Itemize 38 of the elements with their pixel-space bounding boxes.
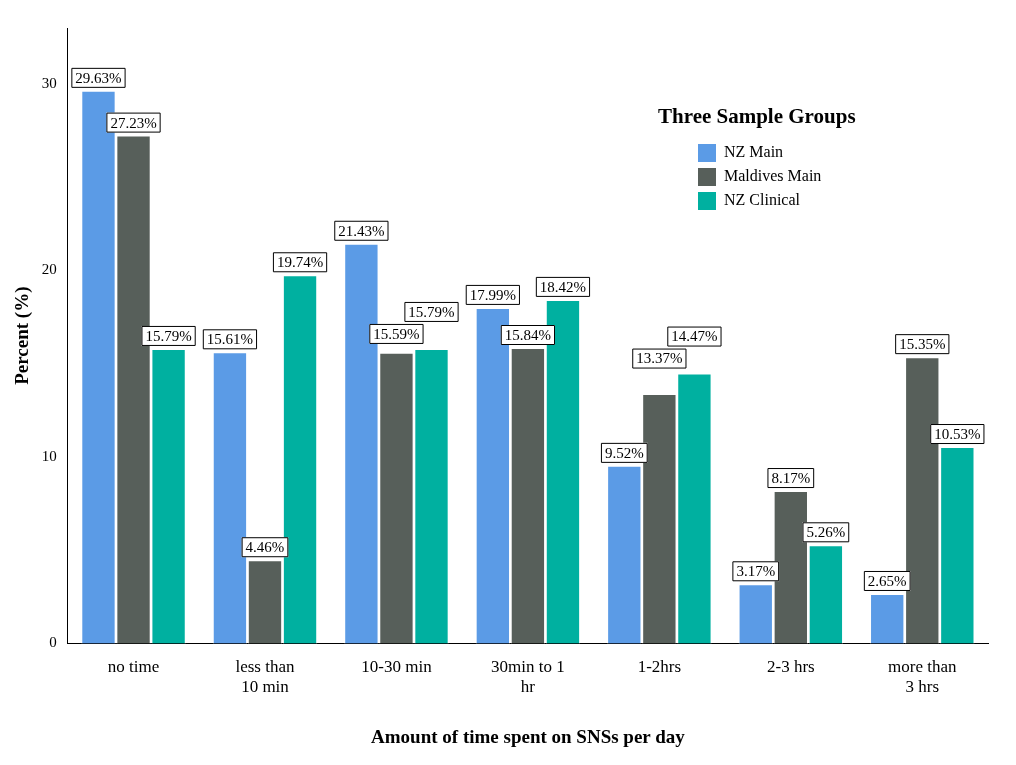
data-label: 15.84% [504,326,552,343]
legend-label: NZ Clinical [724,191,801,209]
data-label: 13.37% [636,350,683,367]
data-label: 29.63% [75,69,122,86]
data-label: 15.79% [145,327,192,344]
data-label: 21.43% [338,222,385,239]
data-label: 17.99% [469,286,516,303]
data-label: 2.65% [867,572,907,589]
y-tick-label: 30 [41,74,57,91]
x-tick-label: 1-2hrs [637,657,682,677]
legend-label: NZ Main [724,143,784,161]
legend-title: Three Sample Groups [658,104,856,129]
x-tick-label: 2-3 hrs [766,657,815,677]
data-label: 3.17% [736,563,776,580]
data-label: 10.53% [934,425,981,442]
y-tick-label: 20 [41,261,57,278]
data-label: 8.17% [771,469,811,486]
data-label: 15.61% [206,331,254,348]
data-label: 9.52% [604,444,644,461]
legend-label: Maldives Main [724,167,822,185]
x-tick-label: 30min to 1 hr [491,657,565,697]
x-tick-label: no time [107,657,160,677]
y-axis-title: Percent (%) [11,286,34,385]
data-label: 19.74% [276,254,324,271]
x-axis-title: Amount of time spent on SNSs per day [371,725,686,747]
data-label: 14.47% [671,328,718,345]
x-tick-label: 10-30 min [361,657,433,677]
data-label: 15.79% [408,303,455,320]
y-tick-label: 10 [41,447,57,464]
x-tick-label: less than 10 min [235,657,295,697]
data-label: 27.23% [110,114,157,131]
data-label: 15.35% [899,336,946,353]
data-label: 18.42% [539,278,587,295]
y-tick-label: 0 [49,634,57,651]
data-label: 4.46% [245,539,285,556]
data-label: 5.26% [806,524,846,541]
data-label: 15.59% [373,325,420,342]
x-tick-label: more than 3 hrs [888,657,957,697]
